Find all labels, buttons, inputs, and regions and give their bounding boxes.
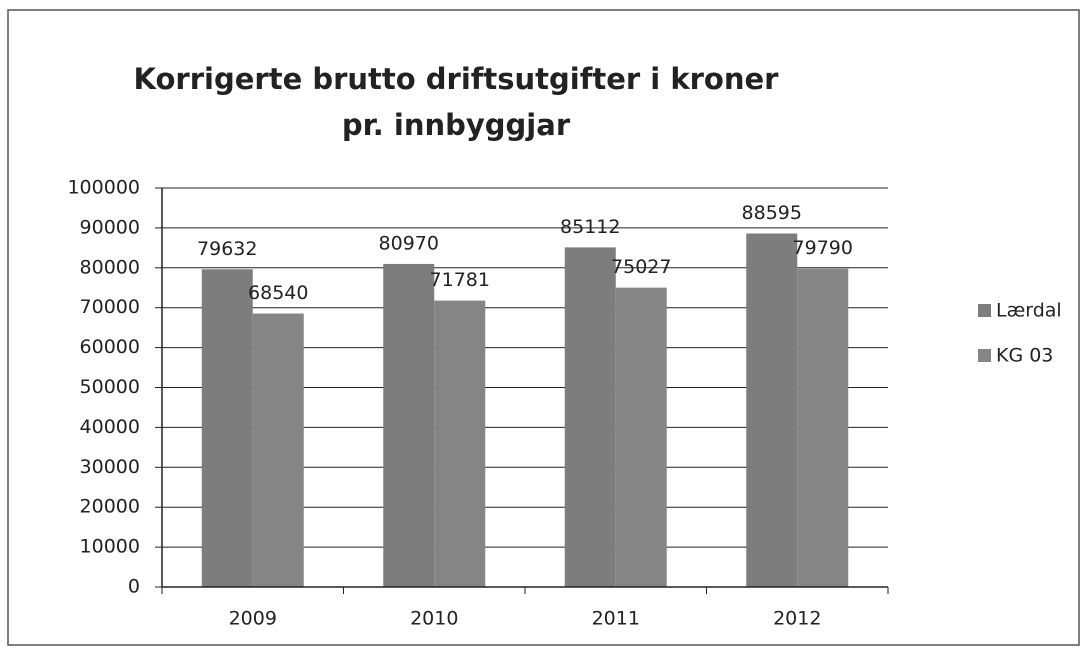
bar bbox=[383, 263, 435, 587]
chart-border bbox=[7, 9, 1080, 646]
data-label: 79790 bbox=[793, 237, 853, 259]
y-tick-label: 60000 bbox=[80, 336, 140, 358]
x-tick-label: 2009 bbox=[229, 608, 277, 630]
bar bbox=[797, 268, 849, 587]
data-label: 71781 bbox=[430, 269, 490, 291]
x-tick-label: 2011 bbox=[592, 608, 640, 630]
legend-swatch bbox=[978, 304, 991, 317]
x-tick-label: 2010 bbox=[410, 608, 458, 630]
legend-label: Lærdal bbox=[996, 300, 1062, 322]
legend-swatch bbox=[978, 349, 991, 362]
y-tick-label: 40000 bbox=[80, 416, 140, 438]
bar bbox=[252, 313, 304, 587]
bar bbox=[564, 247, 616, 587]
data-label: 75027 bbox=[611, 256, 671, 278]
data-label: 68540 bbox=[248, 282, 308, 304]
y-tick-label: 100000 bbox=[67, 177, 140, 199]
y-tick-label: 20000 bbox=[80, 496, 140, 518]
y-tick-label: 50000 bbox=[80, 376, 140, 398]
bar bbox=[201, 269, 253, 587]
data-label: 80970 bbox=[379, 232, 439, 254]
bar bbox=[434, 300, 486, 587]
x-tick-label: 2012 bbox=[773, 608, 821, 630]
data-label: 88595 bbox=[742, 202, 802, 224]
data-label: 79632 bbox=[197, 238, 257, 260]
y-tick-label: 70000 bbox=[80, 296, 140, 318]
chart-title: Korrigerte brutto driftsutgifter i krone… bbox=[133, 62, 779, 142]
legend-label: KG 03 bbox=[996, 345, 1053, 367]
y-tick-label: 80000 bbox=[80, 256, 140, 278]
bar bbox=[746, 233, 798, 587]
data-label: 85112 bbox=[560, 216, 620, 238]
y-tick-label: 30000 bbox=[80, 456, 140, 478]
y-tick-label: 10000 bbox=[80, 536, 140, 558]
y-tick-label: 90000 bbox=[80, 216, 140, 238]
y-tick-label: 0 bbox=[128, 576, 140, 598]
bar bbox=[615, 287, 667, 587]
